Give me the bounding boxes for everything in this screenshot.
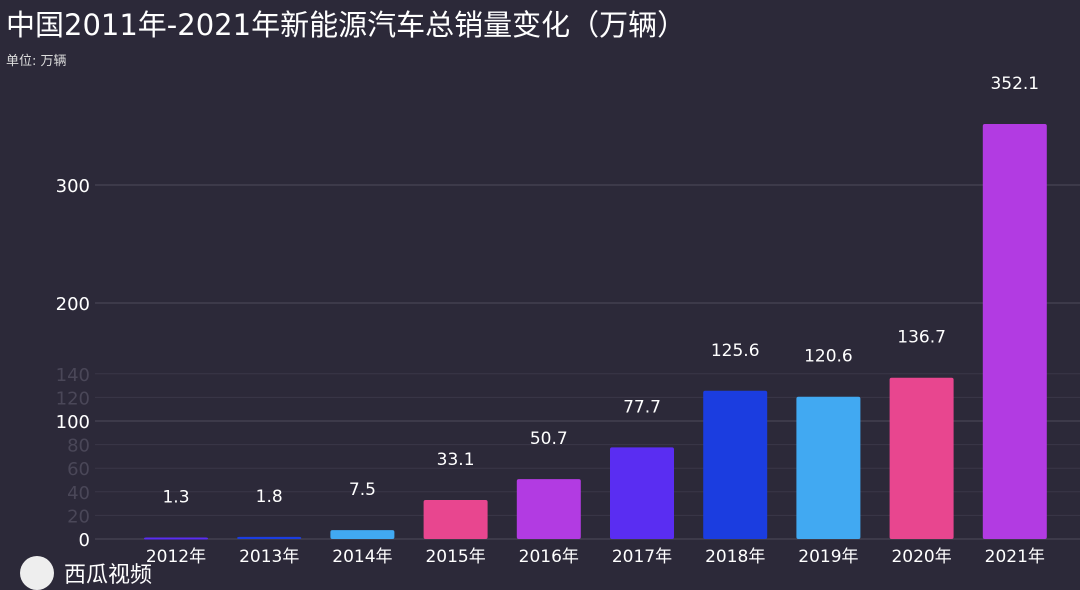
x-tick-label: 2017年 [612, 547, 672, 567]
data-label: 352.1 [990, 74, 1039, 94]
bar [237, 536, 302, 539]
y-tick-label: 200 [56, 294, 90, 315]
ghost-y-tick-label: 140 [56, 365, 90, 386]
watermark: 西瓜视频 [20, 556, 152, 590]
bar [330, 530, 395, 539]
ghost-y-tick-label: 60 [67, 459, 90, 480]
x-tick-label: 2019年 [798, 547, 858, 567]
x-tick-label: 2012年 [146, 547, 206, 567]
x-tick-label: 2013年 [239, 547, 299, 567]
data-label: 77.7 [623, 397, 661, 417]
data-label: 1.3 [162, 487, 189, 507]
bar [982, 124, 1047, 539]
y-tick-label: 300 [56, 176, 90, 197]
ghost-y-tick-label: 120 [56, 388, 90, 409]
watermark-text: 西瓜视频 [64, 563, 153, 588]
bar [144, 537, 208, 540]
x-tick-label: 2016年 [519, 547, 579, 567]
y-tick-label: 100 [56, 412, 90, 433]
bar [889, 377, 954, 539]
data-label: 33.1 [437, 450, 475, 470]
watermark-logo-icon [20, 556, 54, 590]
bar [516, 479, 581, 539]
bar [703, 390, 768, 539]
chart-subtitle: 单位: 万辆 [6, 54, 67, 69]
x-tick-label: 2015年 [425, 547, 485, 567]
data-label: 1.8 [256, 487, 283, 507]
x-tick-label: 2014年 [332, 547, 392, 567]
x-tick-label: 2020年 [891, 547, 951, 567]
x-tick-label: 2021年 [985, 547, 1045, 567]
data-label: 120.6 [804, 347, 853, 367]
y-tick-label: 0 [79, 530, 90, 551]
bar [423, 499, 488, 539]
ghost-y-tick-label: 20 [67, 506, 90, 527]
data-label: 7.5 [349, 480, 376, 500]
data-label: 136.7 [897, 328, 946, 348]
data-label: 50.7 [530, 429, 568, 449]
data-label: 125.6 [711, 341, 760, 361]
x-tick-label: 2018年 [705, 547, 765, 567]
chart-title: 中国2011年-2021年新能源汽车总销量变化（万辆） [6, 8, 687, 42]
ghost-y-tick-label: 80 [67, 436, 90, 457]
ghost-y-tick-label: 40 [67, 483, 90, 504]
bar [610, 447, 674, 539]
bar [796, 396, 861, 539]
